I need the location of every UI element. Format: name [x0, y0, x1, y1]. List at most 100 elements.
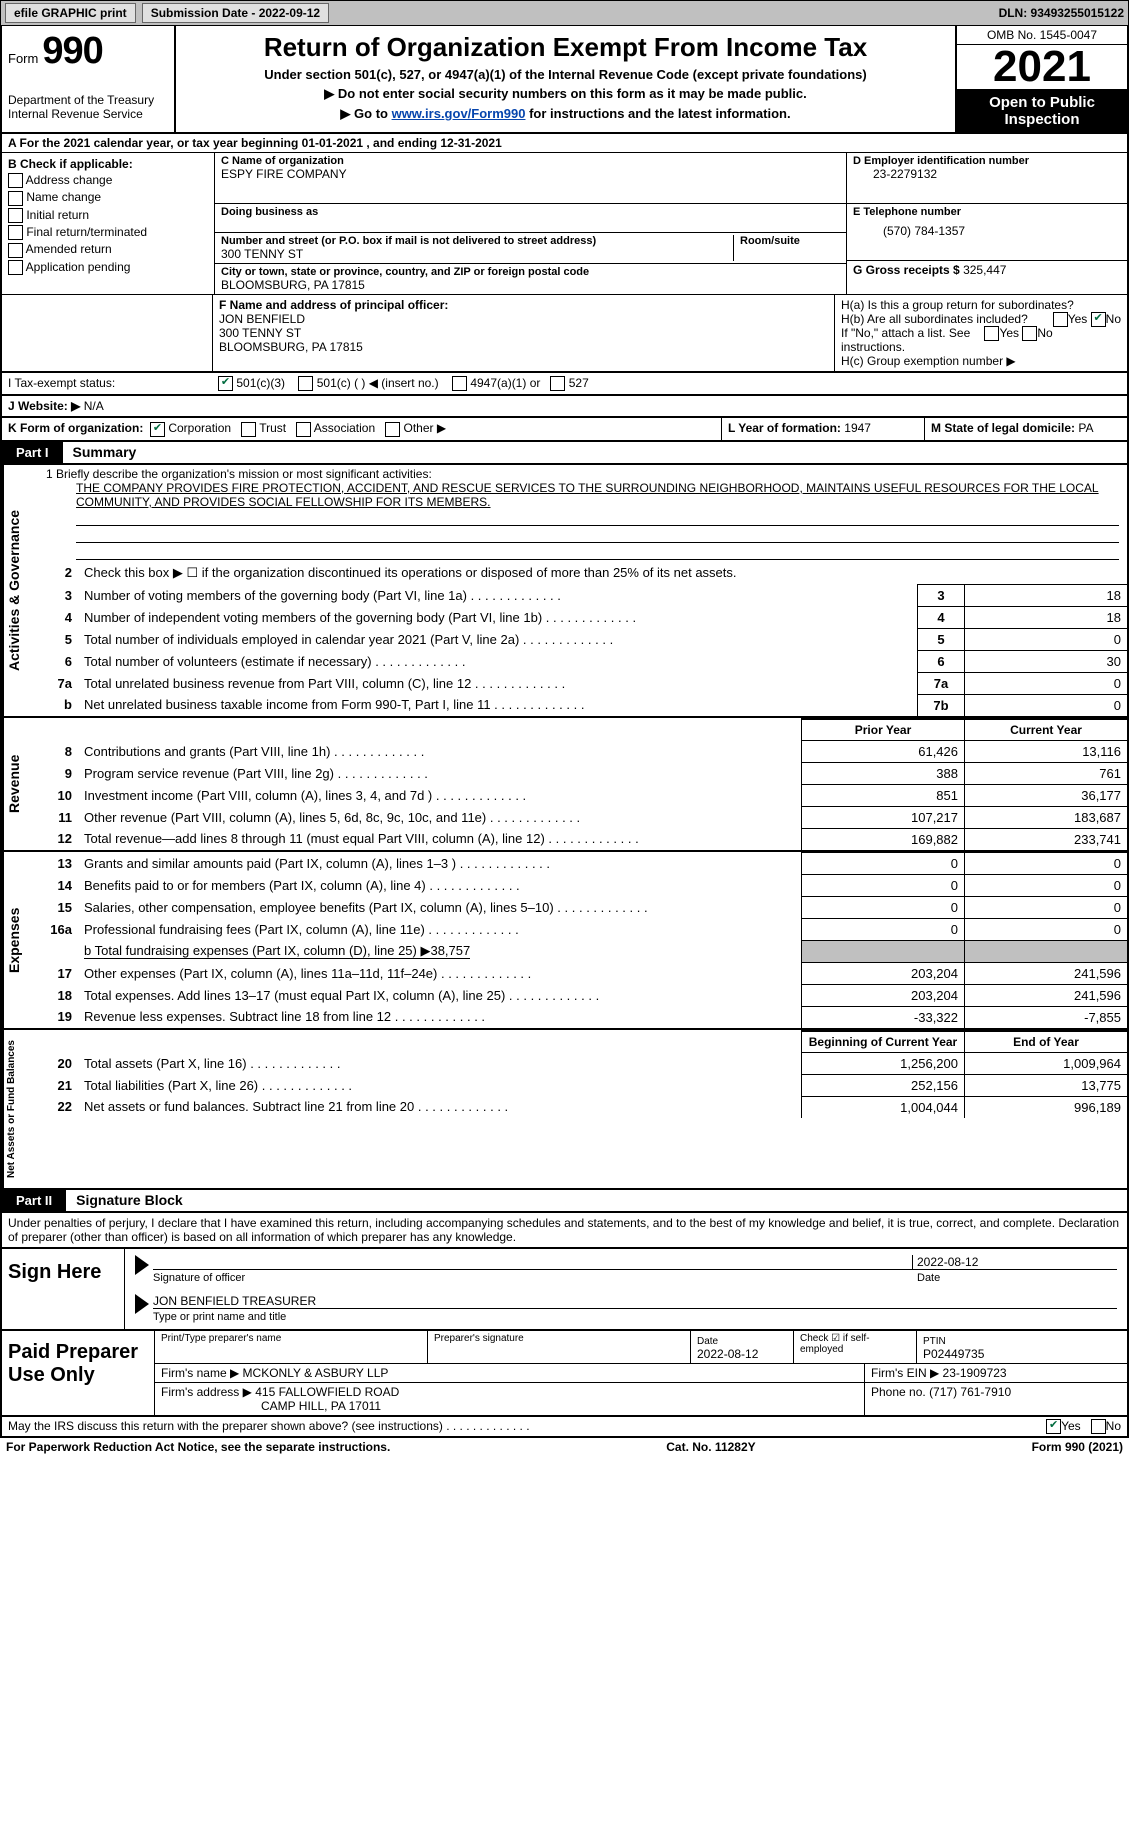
firm-ein: 23-1909723: [943, 1366, 1007, 1380]
principal-officer-block: F Name and address of principal officer:…: [213, 295, 835, 371]
check-501c3[interactable]: [218, 376, 233, 391]
ptin-value: P02449735: [923, 1347, 984, 1361]
form-footer: Form 990 (2021): [1032, 1440, 1123, 1454]
declaration-text: Under penalties of perjury, I declare th…: [0, 1213, 1129, 1249]
paid-preparer-block: Paid Preparer Use Only Print/Type prepar…: [0, 1331, 1129, 1417]
city-label: City or town, state or province, country…: [221, 266, 840, 278]
org-name: ESPY FIRE COMPANY: [221, 167, 840, 181]
firm-phone-label: Phone no.: [871, 1385, 926, 1399]
gross-value: 325,447: [963, 263, 1006, 277]
part1-bar: Part I: [2, 442, 63, 463]
dln-label: DLN: 93493255015122: [999, 6, 1124, 20]
hc-label: H(c) Group exemption number ▶: [841, 354, 1121, 368]
tax-exempt-label: I Tax-exempt status:: [8, 376, 115, 390]
gross-label: G Gross receipts $: [853, 263, 960, 277]
header-mid: Return of Organization Exempt From Incom…: [176, 26, 955, 132]
row-i-j: I Tax-exempt status: 501(c)(3) 501(c) ( …: [0, 373, 1129, 396]
line2-text: Check this box ▶ ☐ if the organization d…: [78, 562, 1127, 585]
check-self-employed[interactable]: Check ☑ if self-employed: [794, 1331, 917, 1363]
prep-sig-label: Preparer's signature: [434, 1333, 684, 1344]
check-4947[interactable]: [452, 376, 467, 391]
firm-addr1: 415 FALLOWFIELD ROAD: [255, 1385, 399, 1399]
room-label: Room/suite: [740, 235, 840, 247]
ein-value: 23-2279132: [853, 167, 1121, 181]
check-final-return[interactable]: Final return/terminated: [8, 225, 208, 240]
hdr-end: End of Year: [965, 1031, 1128, 1053]
check-amended-return[interactable]: Amended return: [8, 242, 208, 257]
check-association[interactable]: [296, 422, 311, 437]
officer-name: JON BENFIELD: [219, 312, 305, 326]
check-501c[interactable]: [298, 376, 313, 391]
signature-date: 2022-08-12: [912, 1255, 1117, 1269]
check-trust[interactable]: [241, 422, 256, 437]
form990-link[interactable]: www.irs.gov/Form990: [392, 106, 526, 121]
col-c-org-info: C Name of organization ESPY FIRE COMPANY…: [215, 153, 847, 294]
state-domicile-label: M State of legal domicile:: [931, 421, 1075, 435]
paid-preparer-label: Paid Preparer Use Only: [2, 1331, 155, 1415]
open-to-public: Open to Public Inspection: [957, 90, 1127, 132]
sig-date-label: Date: [917, 1272, 1117, 1284]
top-bar: efile GRAPHIC print Submission Date - 20…: [0, 0, 1129, 26]
goto-pre: ▶ Go to: [340, 106, 391, 121]
check-address-change[interactable]: Address change: [8, 173, 208, 188]
line16b-text: b Total fundraising expenses (Part IX, c…: [78, 940, 802, 962]
form-number: 990: [42, 30, 102, 73]
form-org-label: K Form of organization:: [8, 421, 143, 435]
check-application-pending[interactable]: Application pending: [8, 260, 208, 275]
tax-year: 2021: [957, 45, 1127, 90]
goto-post: for instructions and the latest informat…: [525, 106, 790, 121]
mission-text: THE COMPANY PROVIDES FIRE PROTECTION, AC…: [76, 481, 1119, 509]
part1-header: Part I Summary: [0, 442, 1129, 465]
check-discuss-yes[interactable]: [1046, 1419, 1061, 1434]
signature-arrow-icon: [135, 1255, 149, 1275]
check-corporation[interactable]: [150, 422, 165, 437]
street-value: 300 TENNY ST: [221, 247, 733, 261]
vtab-activities: Activities & Governance: [2, 465, 32, 716]
row-j: J Website: ▶ N/A: [0, 396, 1129, 418]
hdr-beginning: Beginning of Current Year: [802, 1031, 965, 1053]
type-name-label: Type or print name and title: [153, 1311, 1117, 1323]
pra-notice: For Paperwork Reduction Act Notice, see …: [6, 1440, 390, 1454]
part2-bar: Part II: [2, 1190, 66, 1211]
sig-officer-label: Signature of officer: [153, 1272, 917, 1284]
group-return-block: H(a) Is this a group return for subordin…: [835, 295, 1127, 371]
cat-number: Cat. No. 11282Y: [666, 1440, 755, 1454]
lines-expenses: 13Grants and similar amounts paid (Part …: [32, 852, 1127, 1028]
website-value: N/A: [84, 399, 104, 413]
check-other[interactable]: [385, 422, 400, 437]
form-title: Return of Organization Exempt From Incom…: [186, 32, 945, 63]
firm-addr2: CAMP HILL, PA 17011: [261, 1399, 381, 1413]
submission-date-button[interactable]: Submission Date - 2022-09-12: [142, 3, 329, 23]
city-value: BLOOMSBURG, PA 17815: [221, 278, 840, 292]
officer-city: BLOOMSBURG, PA 17815: [219, 340, 363, 354]
state-domicile-value: PA: [1078, 421, 1093, 435]
year-formation-value: 1947: [844, 421, 871, 435]
lines-net-assets: Beginning of Current YearEnd of Year 20T…: [32, 1030, 1127, 1118]
row-a-calendar-year: A For the 2021 calendar year, or tax yea…: [0, 134, 1129, 153]
mission-block: 1 Briefly describe the organization's mi…: [32, 465, 1127, 562]
ha-label: H(a) Is this a group return for subordin…: [841, 298, 1074, 312]
section-revenue: Revenue Prior YearCurrent Year 8Contribu…: [0, 718, 1129, 852]
firm-addr-label: Firm's address ▶: [161, 1385, 252, 1399]
efile-print-button[interactable]: efile GRAPHIC print: [5, 3, 136, 23]
section-net-assets: Net Assets or Fund Balances Beginning of…: [0, 1030, 1129, 1190]
firm-name-label: Firm's name ▶: [161, 1366, 239, 1380]
check-initial-return[interactable]: Initial return: [8, 208, 208, 223]
vtab-revenue: Revenue: [2, 718, 32, 850]
check-527[interactable]: [550, 376, 565, 391]
check-name-change[interactable]: Name change: [8, 190, 208, 205]
hdr-prior-year: Prior Year: [802, 719, 965, 741]
lines-activities: 2Check this box ▶ ☐ if the organization …: [32, 562, 1127, 716]
form-header: Form 990 Department of the Treasury Inte…: [0, 26, 1129, 134]
check-discuss-no[interactable]: [1091, 1419, 1106, 1434]
hb-note: If "No," attach a list. See instructions…: [841, 326, 1121, 354]
sign-here-label: Sign Here: [2, 1249, 125, 1329]
year-formation-label: L Year of formation:: [728, 421, 841, 435]
col-d-ein-phone: D Employer identification number 23-2279…: [847, 153, 1127, 294]
street-label: Number and street (or P.O. box if mail i…: [221, 235, 733, 247]
part1-title: Summary: [63, 444, 137, 460]
header-grid: B Check if applicable: Address change Na…: [0, 153, 1129, 294]
firm-name: MCKONLY & ASBURY LLP: [243, 1366, 389, 1380]
treasury-dept: Department of the Treasury: [8, 93, 168, 107]
prep-date-label: Date: [697, 1336, 718, 1347]
